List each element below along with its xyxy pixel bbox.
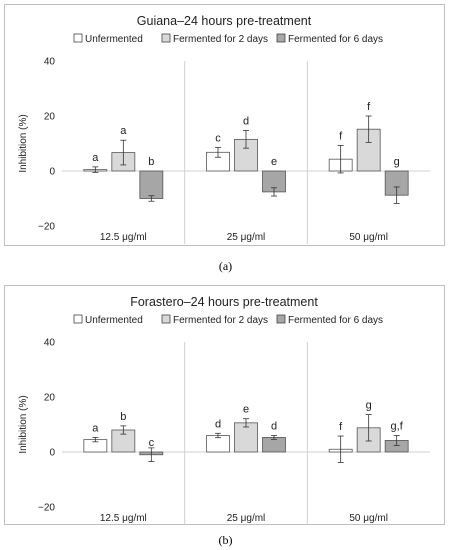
chart-a-ytick-label: 40 [44, 57, 56, 68]
chart-b-ytick-label: 0 [49, 448, 55, 459]
chart-a-significance-label: e [271, 156, 277, 168]
chart-a-significance-label: d [243, 116, 249, 128]
chart-b-significance-label: d [215, 418, 221, 430]
chart-b-significance-label: g [366, 400, 372, 412]
chart-a: Guiana–24 hours pre-treatment Unfermented… [18, 14, 430, 244]
chart-b-significance-label: e [243, 404, 249, 416]
chart-b-legend-swatch-1 [73, 314, 83, 324]
chart-a-significance-label: a [120, 125, 127, 137]
panel-caption-b: (b) [218, 533, 233, 547]
chart-a-significance-label: f [339, 130, 343, 142]
chart-b-significance-label: d [271, 421, 277, 433]
chart-a-legend-label-1: Unfermented [85, 34, 143, 45]
chart-b-ytick-label: 20 [44, 393, 56, 404]
chart-b-category-label: 50 μg/ml [349, 513, 388, 524]
chart-a-legend-swatch-3 [276, 33, 286, 43]
chart-a-ytick-label: 0 [49, 167, 55, 178]
chart-b-ytick-label: 40 [44, 338, 56, 349]
chart-b-category-label: 12.5 μg/ml [100, 513, 147, 524]
chart-b-ylabel: Inhibition (%) [18, 395, 29, 453]
chart-a-category-label: 12.5 μg/ml [100, 232, 147, 243]
chart-b-legend-swatch-3 [276, 314, 286, 324]
chart-a-significance-label: g [394, 156, 400, 168]
chart-a-legend-label-2: Fermented for 2 days [173, 34, 268, 45]
chart-panel-a [4, 4, 445, 246]
chart-a-ylabel: Inhibition (%) [18, 114, 29, 172]
chart-a-significance-label: c [215, 132, 221, 144]
chart-a-bar [139, 170, 164, 199]
chart-panel-b [4, 285, 445, 525]
chart-b-significance-label: a [92, 422, 99, 434]
chart-a-legend-swatch-2 [161, 33, 171, 43]
chart-a-ytick-label: 20 [44, 112, 56, 123]
chart-a-category-label: 50 μg/ml [349, 232, 388, 243]
chart-b-legend-label-3: Fermented for 6 days [288, 315, 383, 326]
chart-b-significance-label: f [339, 421, 343, 433]
chart-b-legend-swatch-2 [161, 314, 171, 324]
chart-b-significance-label: c [149, 437, 155, 449]
chart-b-ytick-label: −20 [38, 503, 55, 514]
chart-a-legend-label-3: Fermented for 6 days [288, 34, 383, 45]
chart-a-significance-label: b [148, 156, 154, 168]
chart-b-title: Forastero–24 hours pre-treatment [130, 295, 318, 309]
chart-a-category-label: 25 μg/ml [227, 232, 266, 243]
chart-a-significance-label: a [92, 152, 99, 164]
chart-b-category-label: 25 μg/ml [227, 513, 266, 524]
chart-a-significance-label: f [367, 101, 371, 113]
chart-b-significance-label: g,f [391, 421, 404, 433]
chart-b-legend-label-2: Fermented for 2 days [173, 315, 268, 326]
chart-a-legend-swatch-1 [73, 33, 83, 43]
chart-a-title: Guiana–24 hours pre-treatment [137, 14, 312, 28]
chart-b-significance-label: b [120, 411, 126, 423]
chart-a-ytick-label: −20 [38, 222, 55, 233]
chart-b-legend-label-1: Unfermented [85, 315, 143, 326]
chart-b: Forastero–24 hours pre-treatment Unfermen… [18, 295, 430, 525]
panel-caption-a: (a) [218, 259, 233, 273]
